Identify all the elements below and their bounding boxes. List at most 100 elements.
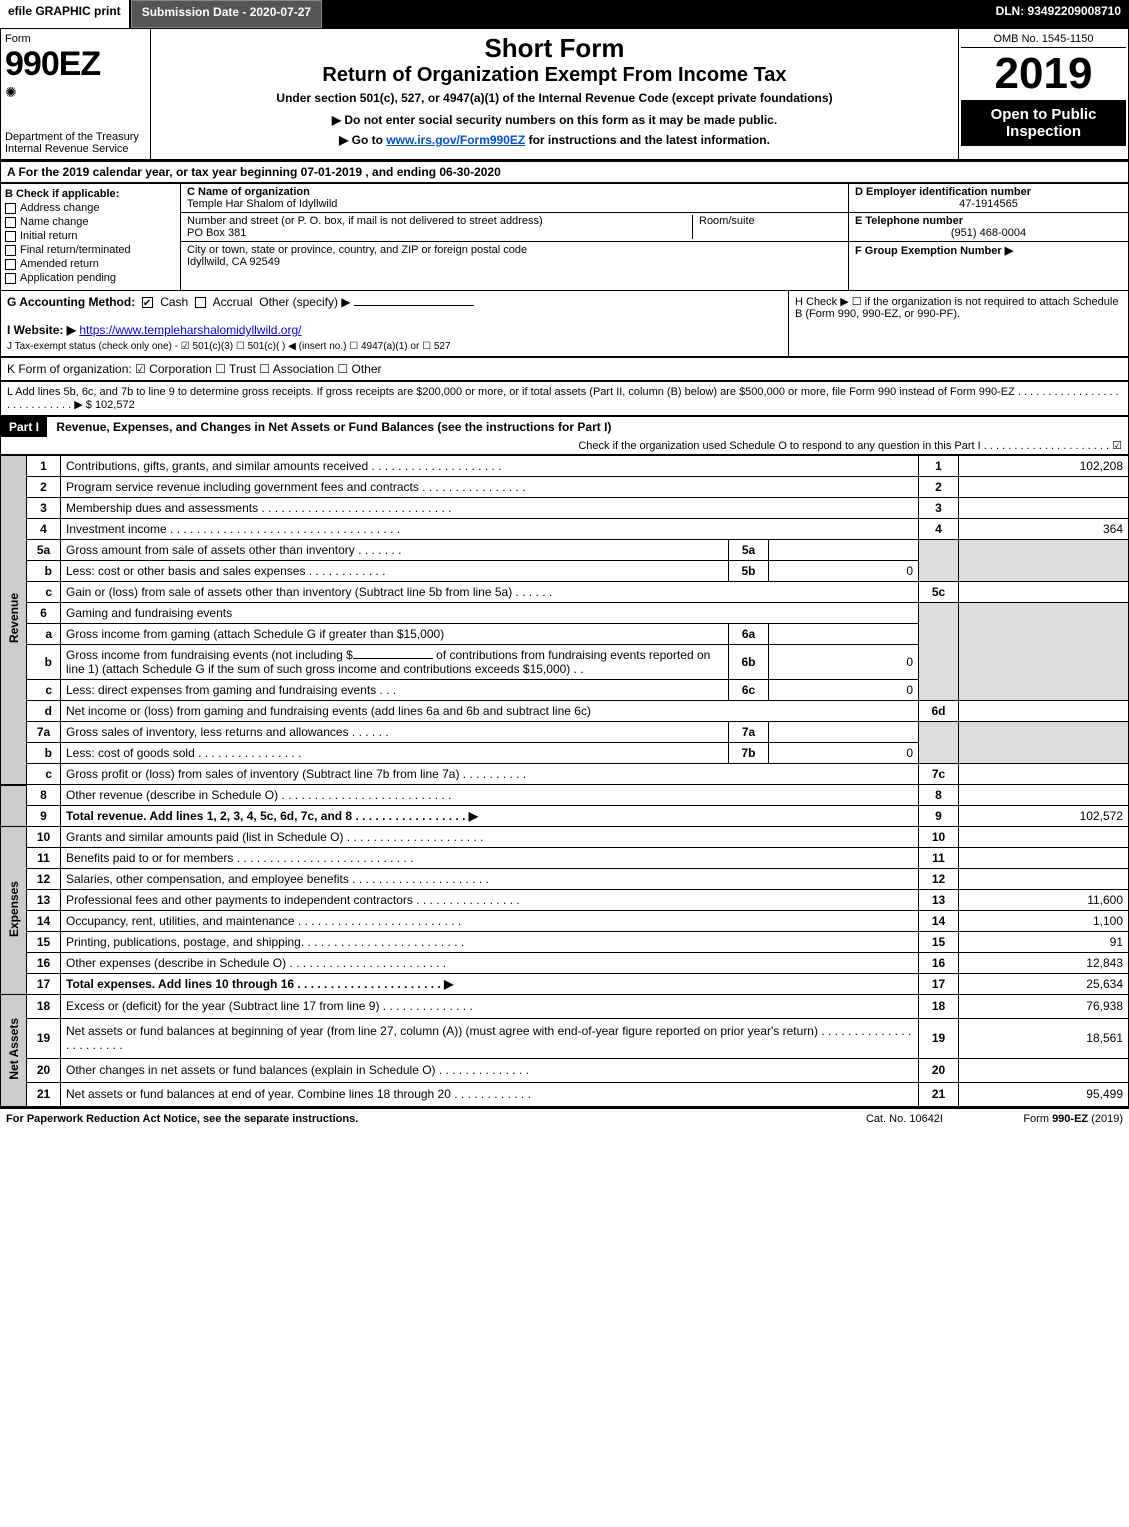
netassets-vlabel: Net Assets <box>1 995 27 1107</box>
efile-print-button[interactable]: efile GRAPHIC print <box>0 0 129 28</box>
box-d: D Employer identification number 47-1914… <box>849 184 1128 213</box>
submission-date-button[interactable]: Submission Date - 2020-07-27 <box>131 0 322 28</box>
line-desc: Professional fees and other payments to … <box>61 890 919 911</box>
room-suite: Room/suite <box>692 215 842 239</box>
row-g-h: G Accounting Method: Cash Accrual Other … <box>0 291 1129 357</box>
line-inval <box>769 722 919 743</box>
line-desc: Printing, publications, postage, and shi… <box>61 932 919 953</box>
line-amt: 102,572 <box>959 806 1129 827</box>
line-desc: Gross amount from sale of assets other t… <box>61 540 729 561</box>
line-amt <box>959 582 1129 603</box>
line-amt: 102,208 <box>959 456 1129 477</box>
website-link[interactable]: https://www.templeharshalomidyllwild.org… <box>79 323 301 337</box>
row-a-tax-year: A For the 2019 calendar year, or tax yea… <box>0 160 1129 183</box>
box-d-e-f: D Employer identification number 47-1914… <box>848 184 1128 290</box>
form-word: Form <box>5 33 146 45</box>
line-amt <box>959 764 1129 785</box>
short-form-title: Short Form <box>159 33 950 64</box>
omb-number: OMB No. 1545-1150 <box>961 31 1126 48</box>
seal-icon: ✺ <box>5 84 146 101</box>
line-inval <box>769 624 919 645</box>
ein-label: D Employer identification number <box>855 186 1031 198</box>
line-inval: 0 <box>769 743 919 764</box>
line-desc: Investment income . . . . . . . . . . . … <box>61 519 919 540</box>
chk-amended-return[interactable]: Amended return <box>5 258 176 270</box>
line-desc: Gross profit or (loss) from sales of inv… <box>61 764 919 785</box>
part-i-header: Part I Revenue, Expenses, and Changes in… <box>0 416 1129 455</box>
line-inval: 0 <box>769 680 919 701</box>
line-amt: 18,561 <box>959 1018 1129 1058</box>
row-l-amount: 102,572 <box>95 399 135 411</box>
line-inval <box>769 540 919 561</box>
org-name-row: C Name of organization Temple Har Shalom… <box>181 184 848 213</box>
line-desc: Less: cost or other basis and sales expe… <box>61 561 729 582</box>
chk-label: Final return/terminated <box>20 244 131 256</box>
page-footer: For Paperwork Reduction Act Notice, see … <box>0 1107 1129 1129</box>
chk-label: Application pending <box>20 272 116 284</box>
other-input[interactable] <box>354 305 474 306</box>
addr-value: PO Box 381 <box>187 227 692 239</box>
line-desc: Salaries, other compensation, and employ… <box>61 869 919 890</box>
ssn-warning: ▶ Do not enter social security numbers o… <box>159 113 950 127</box>
line-desc: Contributions, gifts, grants, and simila… <box>61 456 919 477</box>
line-inval: 0 <box>769 645 919 680</box>
group-exempt-label: F Group Exemption Number ▶ <box>855 245 1013 257</box>
line-inval: 0 <box>769 561 919 582</box>
header-left: Form 990EZ ✺ Department of the Treasury … <box>1 29 151 160</box>
part-i-badge: Part I <box>1 417 47 437</box>
ein-value: 47-1914565 <box>855 198 1122 210</box>
line-desc: Grants and similar amounts paid (list in… <box>61 827 919 848</box>
open-to-public: Open to Public Inspection <box>961 100 1126 146</box>
line-desc: Excess or (deficit) for the year (Subtra… <box>61 995 919 1019</box>
chk-address-change[interactable]: Address change <box>5 202 176 214</box>
accrual-label: Accrual <box>213 295 253 309</box>
chk-accrual[interactable] <box>195 297 206 308</box>
line-desc: Gross income from fundraising events (no… <box>61 645 729 680</box>
line-desc: Gross income from gaming (attach Schedul… <box>61 624 729 645</box>
line-amt <box>959 498 1129 519</box>
line-amt: 11,600 <box>959 890 1129 911</box>
line-desc: Benefits paid to or for members . . . . … <box>61 848 919 869</box>
box-b-label: B Check if applicable: <box>5 188 176 200</box>
city-label: City or town, state or province, country… <box>187 244 842 256</box>
box-e: E Telephone number (951) 468-0004 <box>849 213 1128 242</box>
blank-input[interactable] <box>353 658 433 659</box>
line-desc: Other changes in net assets or fund bala… <box>61 1058 919 1082</box>
line-desc: Program service revenue including govern… <box>61 477 919 498</box>
dln-label: DLN: 93492209008710 <box>988 0 1129 28</box>
chk-initial-return[interactable]: Initial return <box>5 230 176 242</box>
expenses-vlabel: Expenses <box>1 827 27 995</box>
row-j: J Tax-exempt status (check only one) - ☑… <box>7 341 782 352</box>
chk-cash[interactable] <box>142 297 153 308</box>
line-amt <box>959 1058 1129 1082</box>
chk-label: Initial return <box>20 230 77 242</box>
accounting-label: G Accounting Method: <box>7 295 135 309</box>
line-amt: 12,843 <box>959 953 1129 974</box>
chk-label: Name change <box>20 216 89 228</box>
chk-final-return[interactable]: Final return/terminated <box>5 244 176 256</box>
line-desc: Other revenue (describe in Schedule O) .… <box>61 785 919 806</box>
footer-cat: Cat. No. 10642I <box>866 1113 943 1125</box>
line-amt: 25,634 <box>959 974 1129 995</box>
box-c: C Name of organization Temple Har Shalom… <box>181 184 848 290</box>
irs-label: Internal Revenue Service <box>5 143 146 155</box>
line-desc: Gain or (loss) from sale of assets other… <box>61 582 919 603</box>
org-name: Temple Har Shalom of Idyllwild <box>187 198 842 210</box>
header-mid: Short Form Return of Organization Exempt… <box>151 29 959 160</box>
line-amt <box>959 701 1129 722</box>
line-amt: 364 <box>959 519 1129 540</box>
chk-application-pending[interactable]: Application pending <box>5 272 176 284</box>
goto-line: ▶ Go to www.irs.gov/Form990EZ for instru… <box>159 133 950 147</box>
irs-link[interactable]: www.irs.gov/Form990EZ <box>386 133 525 147</box>
city-row: City or town, state or province, country… <box>181 242 848 270</box>
line-desc: Less: cost of goods sold . . . . . . . .… <box>61 743 729 764</box>
line-num: 1 <box>27 456 61 477</box>
part-i-check: Check if the organization used Schedule … <box>1 437 1128 454</box>
box-f: F Group Exemption Number ▶ <box>849 242 1128 290</box>
chk-name-change[interactable]: Name change <box>5 216 176 228</box>
line-amt: 1,100 <box>959 911 1129 932</box>
box-b: B Check if applicable: Address change Na… <box>1 184 181 290</box>
name-label: C Name of organization <box>187 186 842 198</box>
line-amt <box>959 785 1129 806</box>
line-desc: Occupancy, rent, utilities, and maintena… <box>61 911 919 932</box>
